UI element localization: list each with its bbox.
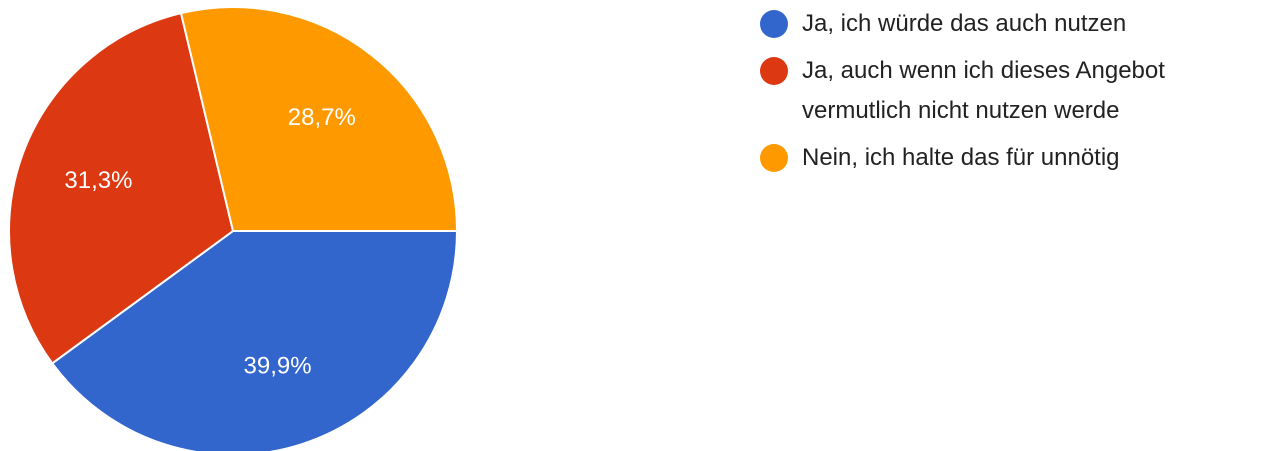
legend: Ja, ich würde das auch nutzen Ja, auch we… bbox=[760, 4, 1240, 185]
legend-swatch bbox=[760, 144, 788, 172]
legend-label: Nein, ich halte das für unnötig bbox=[802, 144, 1120, 171]
slice-label: 28,7% bbox=[288, 104, 356, 131]
legend-item: Ja, ich würde das auch nutzen bbox=[760, 4, 1240, 44]
legend-item: Ja, auch wenn ich dieses Angebot vermutl… bbox=[760, 51, 1240, 131]
slice-label: 31,3% bbox=[64, 167, 132, 194]
pie-slice bbox=[50, 230, 459, 451]
legend-label: Ja, ich würde das auch nutzen bbox=[802, 10, 1127, 37]
pie-slice bbox=[179, 6, 459, 232]
legend-swatch bbox=[760, 10, 788, 38]
legend-item: Nein, ich halte das für unnötig bbox=[760, 138, 1240, 178]
slice-label: 39,9% bbox=[244, 353, 312, 380]
legend-label: Ja, auch wenn ich dieses Angebot vermutl… bbox=[802, 57, 1165, 124]
legend-swatch bbox=[760, 57, 788, 85]
pie-slice bbox=[8, 11, 235, 365]
